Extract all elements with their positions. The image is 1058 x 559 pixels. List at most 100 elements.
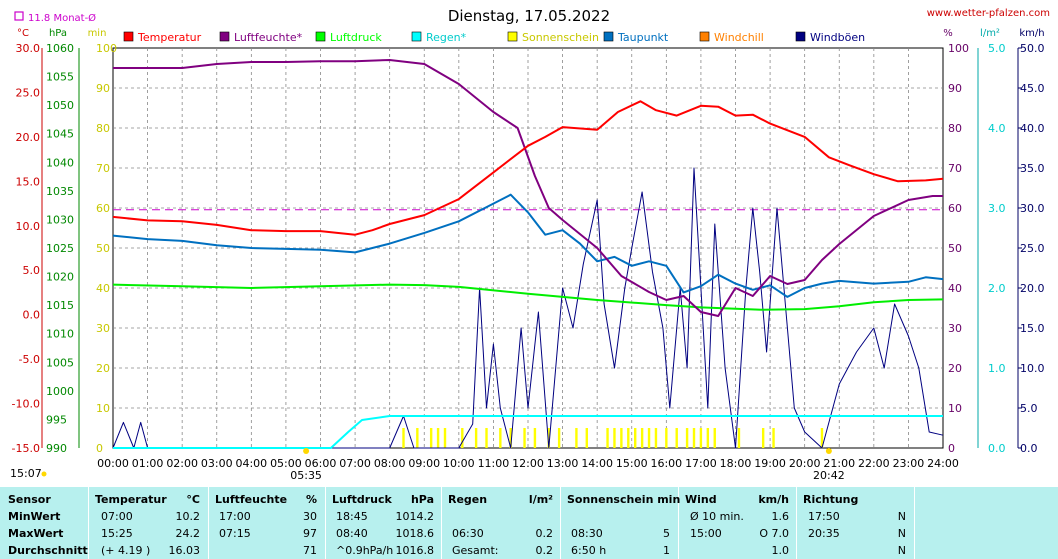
x-tick-label: 00:00 [97, 457, 129, 470]
regen-series [113, 415, 943, 449]
x-tick-label: 15:00 [616, 457, 648, 470]
x-tick-label: 14:00 [581, 457, 613, 470]
header-wind: Wind [685, 493, 717, 506]
dir-time: 17:50 [808, 510, 840, 523]
rain-axis-unit: l/m² [980, 28, 1000, 39]
sunshine-bar [402, 428, 405, 448]
chart-title: Dienstag, 17.05.2022 [448, 7, 610, 25]
sun-value: 1 [663, 544, 670, 557]
x-tick-label: 24:00 [927, 457, 959, 470]
column-divider [560, 487, 561, 559]
x-tick-label: 10:00 [443, 457, 475, 470]
header-sonnenschein: Sonnenschein min [567, 493, 681, 506]
x-tick-label: 20:00 [789, 457, 821, 470]
sunshine-bar [699, 428, 703, 448]
row-label: Durchschnitt [8, 544, 88, 557]
humidity-axis-unit: % [943, 28, 953, 39]
x-tick-label: 04:00 [235, 457, 267, 470]
temp-value: 16.03 [168, 544, 201, 557]
column-divider [325, 487, 326, 559]
temp-tick-label: 30.0 [16, 42, 41, 55]
statistics-table: Sensor Temperatur °C Luftfeuchte% Luftdruck h… [0, 487, 1058, 559]
press-tick-label: 1035 [46, 185, 74, 198]
temp-value: 10.2 [175, 510, 201, 523]
x-tick-label: 21:00 [823, 457, 855, 470]
min-tick-label: 0 [96, 442, 103, 455]
sunshine-bar [485, 428, 488, 448]
sunshine-bar [557, 428, 561, 448]
rain-value: 0.2 [535, 527, 554, 540]
legend-entry: Luftfeuchte* [234, 31, 303, 44]
header-richtung: Richtung [803, 493, 859, 506]
sunshine-bar [737, 428, 741, 448]
legend-swatch [315, 31, 326, 42]
min-tick-label: 40 [96, 282, 110, 295]
sunshine-bar [820, 428, 824, 448]
pct-tick-label: 90 [948, 82, 962, 95]
column-divider [678, 487, 679, 559]
wind-tick-label: 15.0 [1020, 322, 1045, 335]
min-tick-label: 90 [96, 82, 110, 95]
press-tick-label: 1005 [46, 356, 74, 369]
monthly-avg-legend-icon [14, 11, 24, 21]
legend-swatch [699, 31, 710, 42]
sunshine-bar [443, 428, 447, 448]
column-divider [914, 487, 915, 559]
header-luftdruck: Luftdruck [332, 493, 392, 506]
rain-tick-label: 3.0 [988, 202, 1006, 215]
x-tick-label: 01:00 [132, 457, 164, 470]
min-tick-label: 50 [96, 242, 110, 255]
temp-tick-label: 15.0 [16, 175, 41, 188]
x-tick-label: 11:00 [478, 457, 510, 470]
row-label: MinWert [8, 510, 61, 523]
press-tick-label: 1000 [46, 385, 74, 398]
temp-time: (+ 4.19 ) [101, 544, 151, 557]
pct-tick-label: 60 [948, 202, 962, 215]
rain-tick-label: 2.0 [988, 282, 1006, 295]
legend-entry: Windchill [714, 31, 764, 44]
legend-swatch [123, 31, 134, 42]
wind-tick-label: 40.0 [1020, 122, 1045, 135]
legend-entry: Regen* [426, 31, 467, 44]
sunset-label: 20:42 [813, 469, 845, 482]
sunshine-bar [634, 428, 637, 448]
x-tick-label: 12:00 [512, 457, 544, 470]
legend-swatch [795, 31, 806, 42]
wind-axis-unit: km/h [1019, 28, 1044, 39]
min-tick-label: 20 [96, 362, 110, 375]
press-tick-label: 1030 [46, 213, 74, 226]
press-tick-label: 1060 [46, 42, 74, 55]
rain-tick-label: 5.0 [988, 42, 1006, 55]
pct-tick-label: 30 [948, 322, 962, 335]
sunshine-bar [533, 428, 537, 448]
press-tick-label: 1020 [46, 271, 74, 284]
dir-value: N [897, 527, 906, 540]
wind-label: Ø 10 min. [690, 510, 744, 523]
wind-value: 1.0 [771, 544, 790, 557]
luftfeuchte-series [113, 59, 943, 317]
wind-tick-label: 10.0 [1020, 362, 1045, 375]
x-tick-label: 16:00 [650, 457, 682, 470]
header-temperatur: Temperatur [95, 493, 167, 506]
windboeen-series [112, 167, 944, 449]
press-tick-label: 1050 [46, 99, 74, 112]
sunshine-bar [772, 428, 775, 448]
temp-tick-label: 25.0 [16, 86, 41, 99]
press-value: 1018.6 [395, 527, 435, 540]
pct-tick-label: 0 [948, 442, 955, 455]
hum-value: 30 [303, 510, 317, 523]
sunshine-bar [613, 428, 616, 448]
header-hum-unit: % [305, 493, 317, 506]
sunshine-bar [499, 428, 502, 448]
pct-tick-label: 100 [948, 42, 969, 55]
sunshine-bar [547, 428, 550, 448]
sunshine-bar [706, 428, 710, 448]
monthly-avg-label: 11.8 Monat-Ø [28, 12, 96, 24]
x-tick-label: 03:00 [201, 457, 233, 470]
column-divider [796, 487, 797, 559]
sunshine-bar [474, 428, 478, 448]
wind-tick-label: 30.0 [1020, 202, 1045, 215]
x-tick-label: 19:00 [754, 457, 786, 470]
press-time: ^0.9hPa/h [336, 544, 394, 557]
header-regen: Regen [448, 493, 488, 506]
